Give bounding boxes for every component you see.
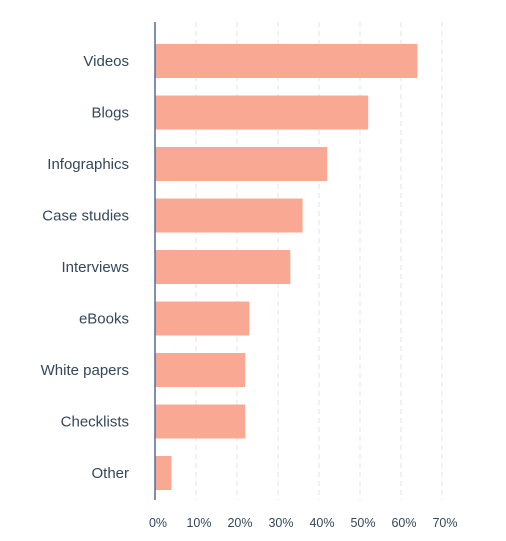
bar: [155, 250, 291, 284]
bar: [155, 147, 328, 181]
x-tick-labels: 0% 10% 20% 30% 40% 50% 60% 70%: [149, 516, 458, 530]
x-tick-label: 10%: [186, 516, 211, 530]
category-label: Other: [91, 465, 129, 482]
category-label: Videos: [83, 53, 129, 70]
category-label: Case studies: [42, 208, 129, 225]
x-tick-label: 0%: [149, 516, 167, 530]
bars: [155, 44, 418, 490]
x-tick-label: 50%: [350, 516, 375, 530]
category-label: Infographics: [47, 156, 129, 173]
category-label: Blogs: [91, 105, 129, 122]
category-labels: Videos Blogs Infographics Case studies Inter…: [41, 53, 129, 482]
x-tick-label: 20%: [227, 516, 252, 530]
category-label: White papers: [41, 362, 129, 379]
bar: [155, 198, 303, 233]
x-tick-label: 40%: [309, 516, 334, 530]
x-tick-label: 30%: [268, 516, 293, 530]
bar: [155, 95, 369, 130]
category-label: Checklists: [61, 414, 129, 431]
bar: [155, 44, 418, 78]
x-tick-label: 70%: [432, 516, 457, 530]
category-label: eBooks: [79, 311, 129, 328]
x-tick-label: 60%: [391, 516, 416, 530]
bar: [155, 404, 246, 439]
bar: [155, 301, 250, 336]
category-label: Interviews: [61, 259, 129, 276]
bar: [155, 456, 172, 490]
bar: [155, 353, 246, 387]
